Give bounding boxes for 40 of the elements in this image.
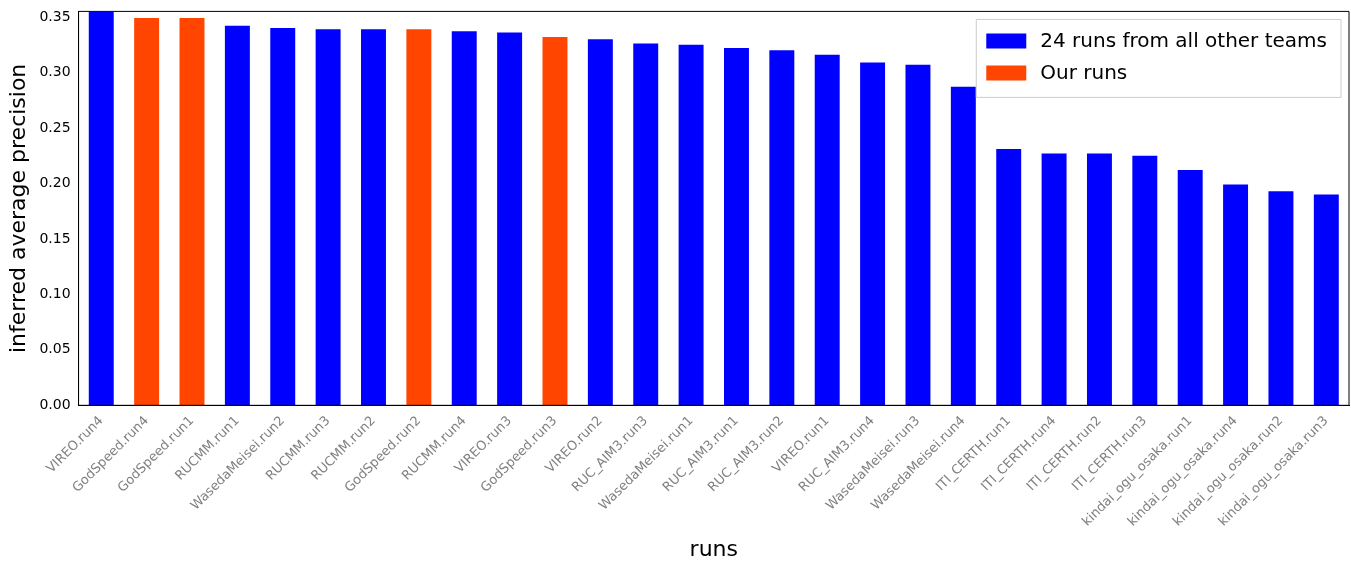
bar [1223, 184, 1249, 406]
bar [406, 29, 432, 406]
bar [361, 29, 386, 406]
bar [1177, 170, 1203, 406]
bar [724, 48, 749, 406]
bar [1132, 155, 1158, 406]
bar [497, 32, 523, 406]
y-tick-label: 0.10 [39, 285, 71, 301]
bar [587, 39, 613, 406]
bar [542, 36, 568, 406]
y-axis-title: inferred average precision [4, 63, 30, 354]
bar [270, 28, 296, 406]
bar [134, 18, 160, 406]
y-tick-label: 0.00 [39, 395, 71, 412]
bar [1268, 191, 1294, 406]
legend-label: 24 runs from all other teams [1040, 27, 1328, 52]
y-tick-label: 0.15 [39, 229, 71, 246]
bar [860, 62, 886, 406]
legend-label: Our runs [1040, 59, 1128, 84]
y-tick-label: 0.30 [39, 63, 71, 80]
bar [1041, 153, 1067, 406]
bar [179, 18, 205, 406]
bar [1086, 153, 1112, 406]
bar [996, 149, 1022, 406]
bar [769, 50, 795, 406]
x-axis-title: runs [689, 535, 738, 561]
y-tick-label: 0.20 [39, 174, 71, 191]
bar [224, 25, 250, 406]
bar [451, 31, 477, 406]
y-tick-label: 0.05 [39, 340, 71, 357]
y-tick-label: 0.35 [39, 7, 71, 24]
bar [633, 43, 659, 406]
bar [814, 54, 840, 406]
y-tick-label: 0.25 [39, 118, 71, 135]
bar [315, 29, 341, 406]
bar [950, 86, 976, 406]
bar [1313, 194, 1339, 406]
bar [905, 64, 931, 406]
bar [88, 11, 114, 406]
bar [678, 44, 704, 406]
